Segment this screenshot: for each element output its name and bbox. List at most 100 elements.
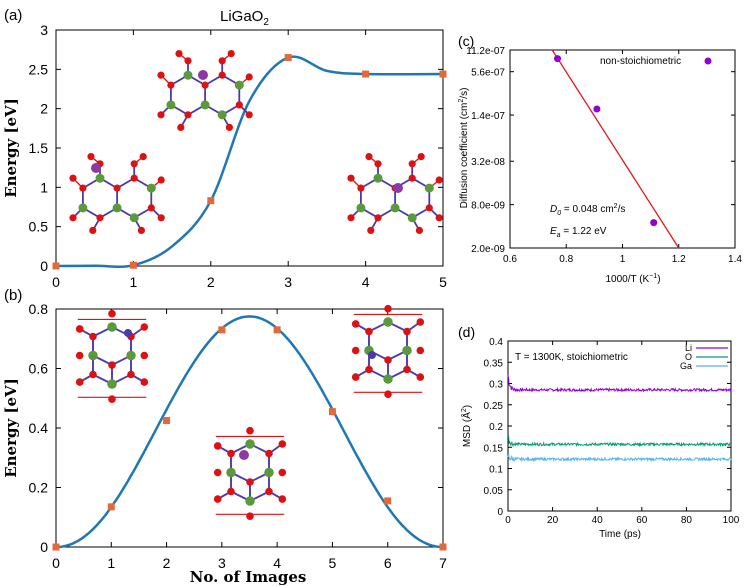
panel-d-ytick-label: 0.05	[484, 486, 504, 497]
panel-a-xtick-label: 3	[284, 274, 292, 290]
panel-d-ylabel: MSD (Å2)	[460, 405, 473, 447]
panel-c-xlabel-end: )	[657, 274, 660, 285]
panel-d-xtick-label: 20	[547, 515, 559, 526]
panel-d-xtick-label: 60	[636, 515, 648, 526]
panel-b-ylabel: Energy [eV]	[2, 378, 20, 478]
panel-c: (c) Diffusion coefficient (cm2/s) 1000/T…	[458, 33, 742, 285]
panel-c-ytick-label: 2.0e-09	[471, 244, 505, 255]
li-atom-a-right	[393, 183, 403, 193]
panel-d-legend-label: Ga	[680, 361, 692, 371]
panel-b-xtick-label: 1	[107, 555, 115, 571]
panel-a-point-2	[207, 197, 214, 204]
panel-b-xtick-label: 4	[273, 555, 281, 571]
panel-d-label: (d)	[458, 324, 475, 340]
panel-a-label: (a)	[4, 7, 22, 24]
panel-b-point-6	[384, 497, 391, 504]
panel-b-ytick-label: 0.2	[29, 480, 49, 496]
panel-a-point-5	[440, 71, 447, 78]
panel-a: (a) LiGaO2 Energy [eV] 0 1 2 3 4 500.511.522.…	[2, 7, 447, 290]
d0-end: /s	[618, 204, 626, 215]
panel-b-xtick-label: 6	[384, 555, 392, 571]
panel-a-xtick-label: 0	[52, 274, 60, 290]
panel-b-point-7	[440, 544, 447, 551]
panel-c-xlabel-sup: −1	[649, 273, 657, 280]
panel-b-point-2	[163, 417, 170, 424]
li-atom-b-left	[124, 329, 132, 337]
panel-c-ytick-label: 5.6e-07	[471, 68, 505, 79]
panel-b-insets	[76, 305, 424, 520]
li-atom-b-right	[368, 351, 376, 359]
panel-d-ytick-label: 0.1	[489, 465, 503, 476]
panel-c-ylabel: Diffusion coefficient (cm2/s)	[458, 88, 470, 209]
panel-a-xtick-label: 1	[130, 274, 138, 290]
panel-d-series-ga	[508, 454, 731, 461]
panel-c-point-1	[593, 105, 600, 112]
panel-d-ytick-label: 0.25	[484, 401, 504, 412]
panel-d-ytick-label: 0.2	[489, 422, 503, 433]
panel-a-energy-curve	[56, 57, 443, 267]
panel-c-frame	[510, 50, 735, 248]
panel-d-series-o	[508, 436, 731, 445]
li-atom-a-left	[91, 163, 101, 173]
panel-c-d0-annotation: D0 = 0.048 cm2/s	[550, 203, 625, 217]
panel-a-title: LiGaO2	[220, 8, 269, 28]
panel-d-annotation: T = 1300K, stoichiometric	[515, 352, 628, 363]
panel-b-point-3	[218, 326, 225, 333]
panel-d-xtick-label: 100	[723, 515, 740, 526]
panel-c-point-0	[554, 55, 561, 62]
structure-inset-b-right	[352, 305, 424, 398]
panel-c-xtick-label: 0.8	[559, 254, 573, 265]
panel-c-point-2	[650, 219, 657, 226]
panel-a-ytick-label: 1.5	[29, 140, 49, 156]
figure: (a) LiGaO2 Energy [eV] 0 1 2 3 4 500.511.522.…	[0, 0, 747, 586]
panel-c-legend-marker	[705, 58, 712, 65]
panel-b-ytick-label: 0.6	[29, 361, 49, 377]
panel-b-point-0	[53, 544, 60, 551]
panel-b-xtick-label: 5	[329, 555, 337, 571]
panel-c-ytick-label: 8.0e-09	[471, 201, 505, 212]
panel-c-xtick-label: 1.4	[728, 254, 742, 265]
li-atom-a-mid	[198, 70, 208, 80]
panel-d-xtick-label: 0	[505, 515, 511, 526]
panel-c-xlabel: 1000/T (K−1)	[605, 273, 660, 285]
panel-c-xtick-label: 1.2	[672, 254, 686, 265]
panel-d: (d) MSD (Å2) Time (ps) T = 1300K, stoich…	[458, 324, 740, 540]
panel-c-legend-label: non-stoichiometric	[600, 56, 681, 67]
panel-c-fit-line	[552, 50, 679, 248]
panel-b: (b) Energy [eV] No. of Images 0 1 2 3 4 5 6 700…	[2, 287, 447, 586]
panel-a-point-1	[130, 262, 137, 269]
panel-d-ytick-label: 0.3	[489, 380, 503, 391]
panel-b-xtick-label: 7	[439, 555, 447, 571]
panel-b-ytick-label: 0.4	[29, 420, 49, 436]
panel-a-xtick-label: 4	[362, 274, 370, 290]
panel-a-xtick-label: 5	[439, 274, 447, 290]
panel-c-ytick-label: 3.2e-08	[471, 157, 505, 168]
structure-inset-a-left	[69, 153, 164, 234]
panel-a-ytick-label: 2.5	[29, 61, 49, 77]
panel-d-ylabel-end: )	[462, 405, 473, 408]
panel-d-xtick-label: 80	[681, 515, 693, 526]
panel-b-xtick-label: 2	[163, 555, 171, 571]
panel-d-ytick-label: 0.15	[484, 443, 504, 454]
panel-b-xtick-label: 0	[52, 555, 60, 571]
panel-a-ytick-label: 3	[40, 22, 48, 38]
panel-a-ytick-label: 0	[40, 258, 48, 274]
panel-a-title-sub: 2	[263, 17, 269, 28]
panel-d-ytick-label: 0.4	[489, 337, 503, 348]
panel-d-marks: 0 20 40 60 80 100 0 0.05 0.1 0.15 0.2 0.25 0.3 0.35 0.…	[484, 337, 740, 526]
panel-c-ytick-label: 11.2e-07	[466, 46, 505, 57]
panel-d-ytick-label: 0	[497, 507, 503, 518]
panel-c-xlabel-main: 1000/T (K	[605, 274, 649, 285]
d0-symbol: D	[550, 204, 557, 215]
panel-d-ylabel-main: MSD (Å	[460, 412, 473, 447]
d0-value: = 0.048 cm	[561, 204, 614, 215]
panel-b-point-4	[274, 326, 281, 333]
panel-b-point-1	[108, 503, 115, 510]
panel-a-point-0	[53, 263, 60, 270]
panel-c-ylabel-end: /s)	[459, 88, 470, 99]
panel-c-xtick-label: 0.6	[503, 254, 517, 265]
structure-inset-b-mid	[214, 427, 286, 520]
panel-a-frame	[56, 30, 443, 266]
panel-d-ytick-label: 0.35	[484, 358, 504, 369]
panel-b-label: (b)	[4, 287, 22, 304]
